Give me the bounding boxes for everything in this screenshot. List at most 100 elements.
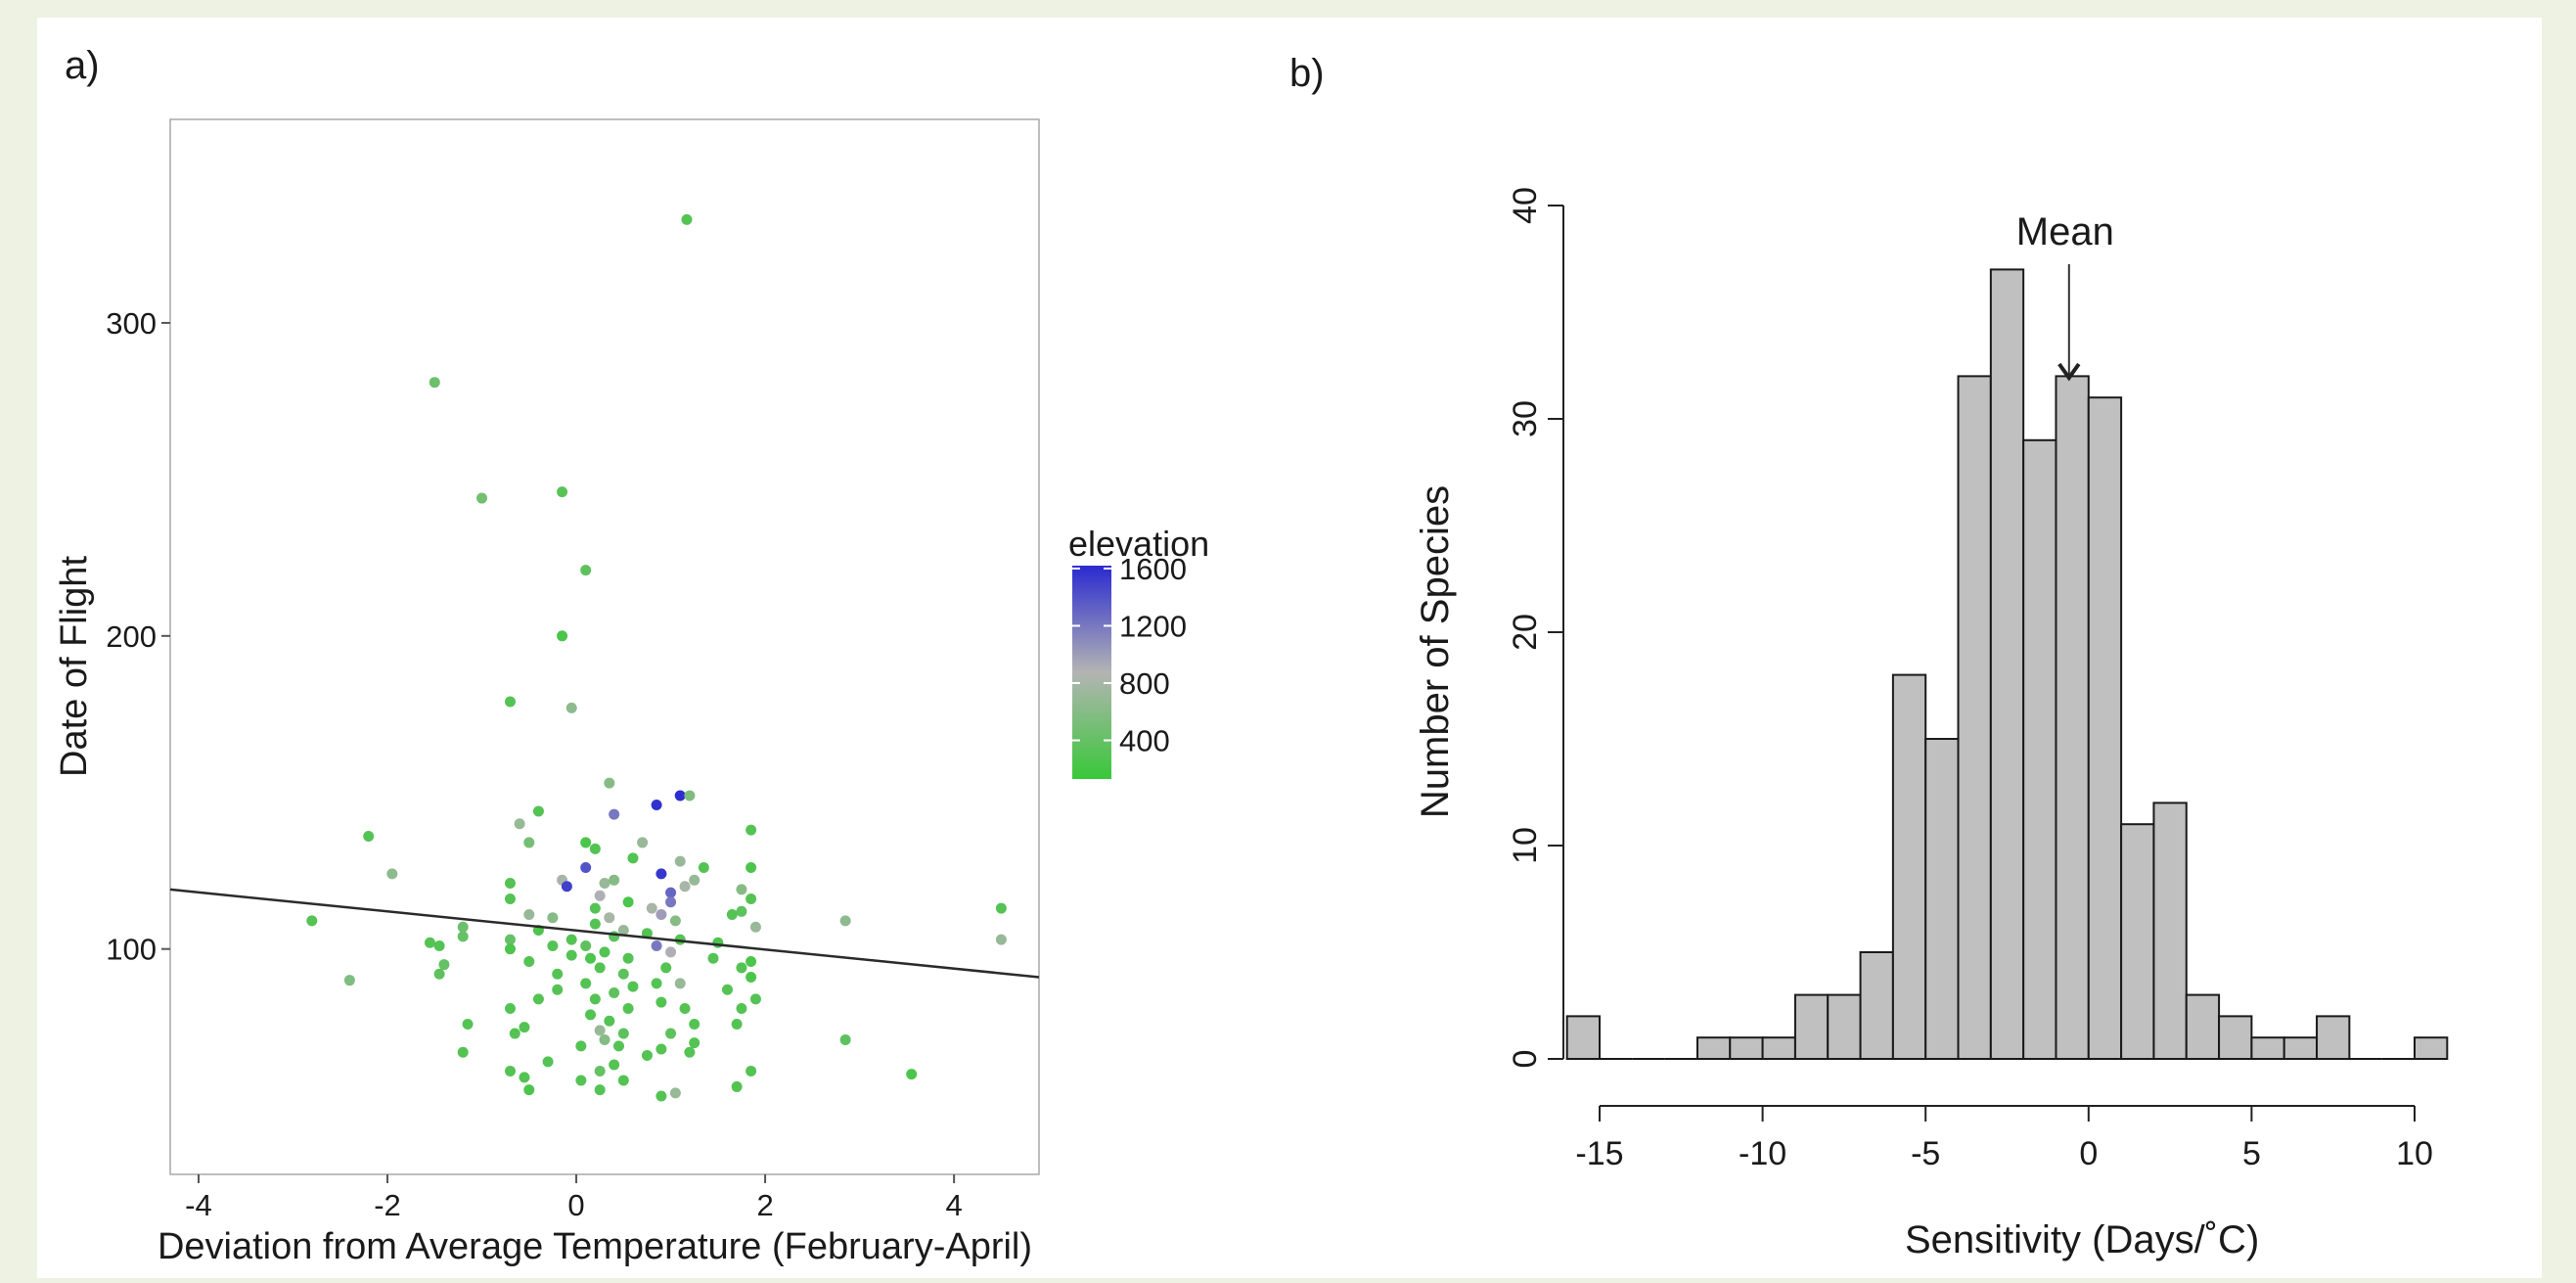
scatter-point — [438, 959, 450, 971]
scatter-point — [580, 978, 592, 989]
scatter-point — [746, 894, 757, 905]
histogram-bar — [2282, 1036, 2319, 1060]
histogram-bar — [1729, 1036, 1764, 1060]
y-tick-label: 300 — [106, 306, 157, 341]
legend-tick-label: 400 — [1119, 723, 1170, 757]
x-tick-label: -10 — [1739, 1135, 1786, 1172]
scatter-point — [462, 1018, 474, 1030]
scatter-point — [906, 1069, 918, 1080]
scatter-point — [504, 696, 516, 708]
scatter-point — [424, 937, 435, 948]
scatter-point — [580, 565, 592, 576]
scatter-point — [839, 915, 851, 927]
scatter-point — [746, 862, 757, 874]
scatter-point — [622, 1002, 634, 1014]
scatter-point — [617, 924, 629, 936]
scatter-point — [589, 918, 601, 930]
scatter-point — [749, 921, 761, 933]
mean-arrow-head — [2057, 362, 2081, 382]
y-tick-label: 200 — [106, 619, 157, 654]
panel-b-histogram: b) 0 10 20 30 40 -15 -10 -5 0 5 10 Sensitivity (D… — [1289, 52, 2449, 1261]
scatter-point — [504, 878, 516, 890]
histogram-bar — [2250, 1036, 2285, 1060]
scatter-point — [565, 934, 577, 945]
histogram-bar — [2152, 802, 2188, 1061]
scatter-point — [736, 905, 747, 917]
x-tick-label: -5 — [1911, 1135, 1940, 1172]
scatter-point — [839, 1033, 851, 1045]
x-tick-label: 0 — [2079, 1135, 2098, 1172]
scatter-point — [698, 862, 709, 874]
scatter-point — [746, 955, 757, 967]
scatter-point — [684, 790, 696, 802]
histogram-bar — [2414, 1036, 2449, 1060]
panel-a-scatter: a) -4 -2 0 2 4 100 200 300 Deviation from Aver… — [54, 44, 1209, 1267]
scatter-point — [589, 993, 601, 1005]
scatter-point — [627, 852, 639, 864]
scatter-point — [589, 902, 601, 914]
histogram-y-axis-label: Number of Species — [1414, 485, 1457, 818]
scatter-point — [651, 978, 662, 989]
scatter-point — [561, 881, 572, 893]
x-tick-label: 10 — [2396, 1135, 2433, 1172]
legend-tick-label: 1600 — [1119, 552, 1187, 586]
x-tick-label: -15 — [1575, 1135, 1623, 1172]
scatter-point — [731, 1080, 743, 1092]
mean-annotation-label: Mean — [2016, 210, 2114, 253]
histogram-bar — [1695, 1036, 1732, 1060]
histogram-bar — [1989, 268, 2025, 1060]
scatter-point — [552, 968, 564, 980]
scatter-point — [604, 1015, 615, 1027]
scatter-point — [343, 975, 355, 986]
histogram-bar — [2022, 438, 2057, 1060]
scatter-point — [504, 943, 516, 955]
x-tick-label: 4 — [946, 1188, 963, 1222]
scatter-point — [646, 902, 657, 914]
scatter-point — [736, 884, 747, 895]
scatter-point — [665, 1028, 677, 1039]
scatter-point — [306, 915, 318, 927]
scatter-point — [547, 939, 559, 951]
scatter-point — [641, 1049, 653, 1061]
scatter-point — [575, 1075, 587, 1086]
histogram-bar — [2120, 823, 2155, 1061]
scatter-point — [731, 1018, 743, 1030]
scatter-point — [504, 894, 516, 905]
y-tick-label: 10 — [1507, 827, 1544, 864]
scatter-point — [627, 981, 639, 992]
scatter-point — [674, 790, 686, 802]
histogram-bar — [1761, 1036, 1796, 1060]
scatter-point — [509, 1028, 520, 1039]
scatter-point — [433, 968, 445, 980]
scatter-point — [617, 1028, 629, 1039]
scatter-point — [689, 874, 700, 886]
histogram-bar — [1827, 993, 1862, 1060]
scatter-y-axis-label: Date of Flight — [54, 556, 95, 777]
scatter-point — [669, 1087, 681, 1099]
scatter-point — [594, 1065, 606, 1077]
scatter-point — [609, 986, 620, 998]
scatter-point — [617, 1075, 629, 1086]
scatter-point — [476, 492, 488, 504]
x-tick-label: 0 — [567, 1188, 584, 1222]
scatter-point — [565, 949, 577, 961]
x-tick-label: -2 — [374, 1188, 401, 1222]
scatter-point — [552, 984, 564, 995]
scatter-point — [457, 1046, 469, 1058]
scatter-y-ticks: 100 200 300 — [106, 306, 170, 967]
histogram-bar — [1859, 951, 1894, 1060]
elevation-legend: elevation 1600 1200 800 400 — [1068, 524, 1209, 779]
scatter-point — [669, 915, 681, 927]
y-tick-label: 100 — [106, 933, 157, 967]
legend-tick-label: 1200 — [1119, 609, 1187, 643]
histogram-y-axis: 0 10 20 30 40 — [1507, 187, 1564, 1068]
panel-a-label: a) — [65, 44, 100, 87]
scatter-point — [746, 971, 757, 983]
legend-tick-label: 800 — [1119, 666, 1170, 701]
histogram-bars — [1565, 268, 2449, 1061]
scatter-point — [674, 978, 686, 989]
scatter-point — [523, 1084, 535, 1096]
histogram-bar — [1891, 673, 1927, 1060]
scatter-point — [457, 931, 469, 942]
